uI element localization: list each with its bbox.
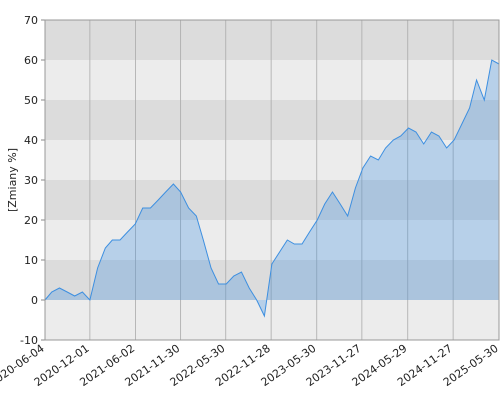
band: [45, 60, 499, 100]
y-tick-label: 20: [24, 214, 38, 227]
band: [45, 140, 499, 180]
band: [45, 180, 499, 220]
y-tick-label: 30: [24, 174, 38, 187]
line: [44, 59, 500, 318]
band: [45, 20, 499, 60]
y-tick-label: 0: [31, 294, 38, 307]
y-tick-label: -10: [20, 334, 38, 347]
band: [45, 100, 499, 140]
y-tick-label: 40: [24, 134, 38, 147]
y-tick-label: 50: [24, 94, 38, 107]
plot-frame: [44, 19, 500, 341]
y-axis-label: [Zmiany %]: [6, 148, 19, 212]
y-tick-label: 70: [24, 14, 38, 27]
area: [45, 60, 499, 316]
y-tick-label: 10: [24, 254, 38, 267]
y-tick-label: 60: [24, 54, 38, 67]
band: [45, 300, 499, 340]
